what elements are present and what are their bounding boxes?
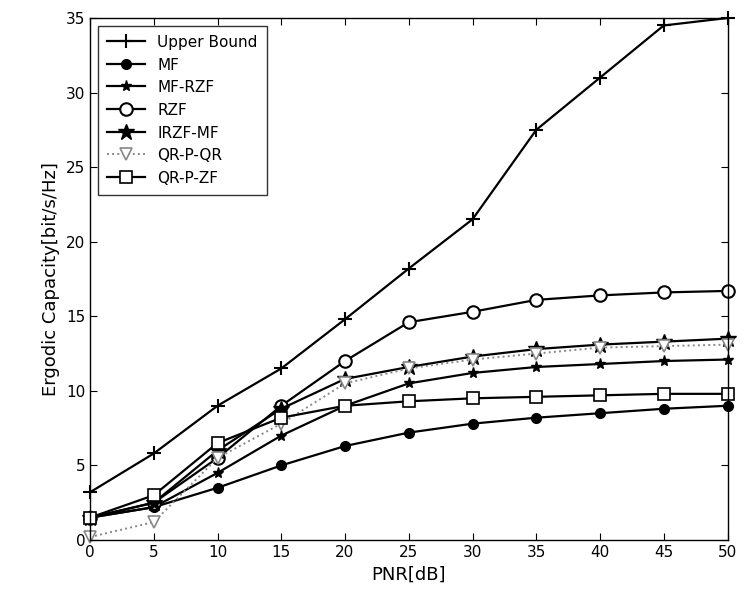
Line: MF-RZF: MF-RZF (85, 354, 733, 523)
MF (213, 484, 222, 491)
QR-P-QR (149, 518, 158, 526)
Upper Bound (277, 365, 286, 372)
QR-P-ZF (468, 395, 477, 402)
MF-RZF (659, 358, 668, 365)
Upper Bound (723, 14, 732, 22)
RZF (468, 308, 477, 316)
IRZF-MF (468, 353, 477, 360)
MF (86, 514, 94, 521)
RZF (596, 292, 604, 299)
Upper Bound (86, 488, 94, 496)
MF-RZF (723, 356, 732, 363)
Line: QR-P-ZF: QR-P-ZF (85, 388, 733, 523)
Upper Bound (149, 450, 158, 457)
MF-RZF (277, 432, 286, 439)
MF-RZF (596, 361, 604, 368)
RZF (659, 289, 668, 296)
RZF (532, 296, 541, 304)
IRZF-MF (532, 346, 541, 353)
MF-RZF (149, 503, 158, 511)
IRZF-MF (149, 499, 158, 506)
MF-RZF (404, 380, 413, 387)
MF (149, 503, 158, 511)
IRZF-MF (213, 447, 222, 454)
QR-P-QR (723, 341, 732, 348)
QR-P-ZF (86, 514, 94, 521)
IRZF-MF (723, 335, 732, 342)
QR-P-QR (659, 343, 668, 350)
QR-P-QR (86, 533, 94, 541)
IRZF-MF (277, 405, 286, 412)
QR-P-ZF (340, 402, 350, 409)
MF-RZF (213, 469, 222, 476)
Line: QR-P-QR: QR-P-QR (84, 338, 734, 543)
QR-P-QR (340, 380, 350, 387)
IRZF-MF (340, 376, 350, 383)
QR-P-ZF (532, 393, 541, 400)
QR-P-ZF (213, 439, 222, 446)
MF-RZF (340, 402, 350, 409)
IRZF-MF (596, 341, 604, 348)
Line: IRZF-MF: IRZF-MF (82, 331, 736, 526)
QR-P-QR (468, 356, 477, 363)
MF-RZF (86, 514, 94, 521)
MF (404, 429, 413, 436)
MF (723, 402, 732, 409)
Line: Upper Bound: Upper Bound (83, 11, 734, 499)
Upper Bound (404, 265, 413, 272)
X-axis label: PNR[dB]: PNR[dB] (371, 565, 446, 583)
RZF (213, 454, 222, 461)
Upper Bound (340, 316, 350, 323)
QR-P-ZF (277, 414, 286, 421)
Upper Bound (596, 74, 604, 81)
RZF (86, 514, 94, 521)
RZF (404, 319, 413, 326)
IRZF-MF (86, 514, 94, 521)
MF (468, 420, 477, 427)
MF (596, 410, 604, 417)
Line: MF: MF (86, 401, 732, 523)
RZF (149, 499, 158, 506)
RZF (277, 402, 286, 409)
Legend: Upper Bound, MF, MF-RZF, RZF, IRZF-MF, QR-P-QR, QR-P-ZF: Upper Bound, MF, MF-RZF, RZF, IRZF-MF, Q… (98, 26, 267, 195)
MF (340, 442, 350, 449)
MF-RZF (532, 364, 541, 371)
QR-P-QR (213, 454, 222, 461)
Line: RZF: RZF (84, 284, 734, 524)
RZF (723, 287, 732, 295)
QR-P-ZF (723, 390, 732, 397)
QR-P-QR (532, 350, 541, 357)
MF-RZF (468, 370, 477, 377)
Upper Bound (468, 216, 477, 223)
QR-P-QR (596, 344, 604, 351)
QR-P-ZF (404, 398, 413, 405)
Upper Bound (532, 126, 541, 133)
Upper Bound (659, 22, 668, 29)
QR-P-ZF (149, 491, 158, 499)
RZF (340, 358, 350, 365)
MF (532, 414, 541, 421)
IRZF-MF (659, 338, 668, 345)
QR-P-QR (277, 420, 286, 427)
Upper Bound (213, 402, 222, 409)
Y-axis label: Ergodic Capacity[bit/s/Hz]: Ergodic Capacity[bit/s/Hz] (42, 162, 60, 396)
MF (277, 462, 286, 469)
QR-P-QR (404, 365, 413, 372)
QR-P-ZF (659, 390, 668, 397)
QR-P-ZF (596, 392, 604, 399)
IRZF-MF (404, 364, 413, 371)
MF (659, 405, 668, 412)
